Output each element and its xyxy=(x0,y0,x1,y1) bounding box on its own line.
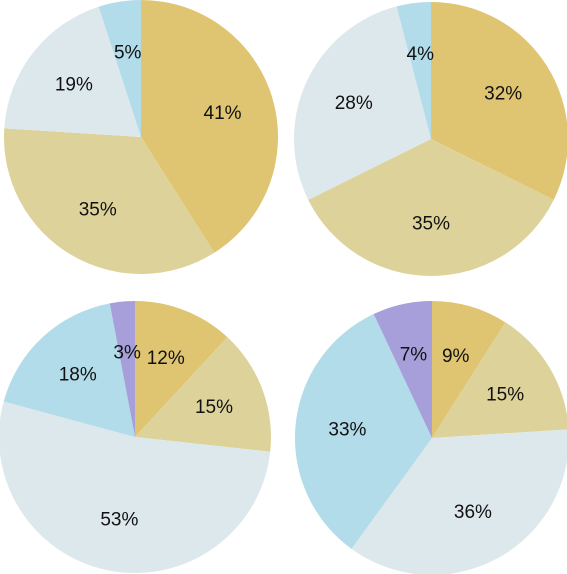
slice-label: 7% xyxy=(400,345,428,366)
slice-label: 18% xyxy=(59,365,97,386)
pie-chart-3: 12% 15% 53% 18% 3% xyxy=(0,301,271,574)
pie-slice xyxy=(351,429,567,574)
slice-label: 35% xyxy=(79,200,117,221)
pie-slice xyxy=(3,128,215,274)
slice-label: 32% xyxy=(484,84,522,105)
pie-slice xyxy=(294,314,432,549)
pie-slice xyxy=(432,322,567,438)
pie-slice xyxy=(396,2,431,139)
slice-label: 33% xyxy=(328,420,366,441)
slice-label: 19% xyxy=(55,74,93,95)
slice-label: 9% xyxy=(442,346,470,367)
pie-slice xyxy=(141,0,278,253)
slice-label: 53% xyxy=(100,509,138,530)
pie-slice xyxy=(373,301,432,438)
pie-slice xyxy=(4,6,141,137)
slice-label: 28% xyxy=(335,93,373,114)
pie-slice xyxy=(308,139,554,277)
pie-slice xyxy=(109,301,135,437)
pie-slice xyxy=(0,401,271,574)
pie-slice xyxy=(432,301,506,438)
slice-label: 5% xyxy=(114,43,142,64)
slice-label: 3% xyxy=(113,343,141,364)
pie-slice xyxy=(431,2,567,200)
slice-label: 15% xyxy=(195,397,233,418)
slice-label: 4% xyxy=(407,44,435,65)
slice-label: 41% xyxy=(204,103,242,124)
slice-label: 12% xyxy=(147,348,185,369)
slice-label: 15% xyxy=(486,384,524,405)
slice-label: 35% xyxy=(412,213,450,234)
pie-slice xyxy=(98,0,141,137)
pie-chart-4: 9% 15% 36% 33% 7% xyxy=(294,301,567,574)
pie-slice xyxy=(3,303,136,437)
slice-label: 36% xyxy=(454,502,492,523)
pie-slice xyxy=(293,6,431,200)
pie-slice xyxy=(135,337,271,452)
pie-slice xyxy=(135,301,228,437)
pie-chart-1: 41% 35% 19% 5% xyxy=(3,0,278,274)
pie-chart-2: 32% 35% 28% 4% xyxy=(293,2,567,277)
